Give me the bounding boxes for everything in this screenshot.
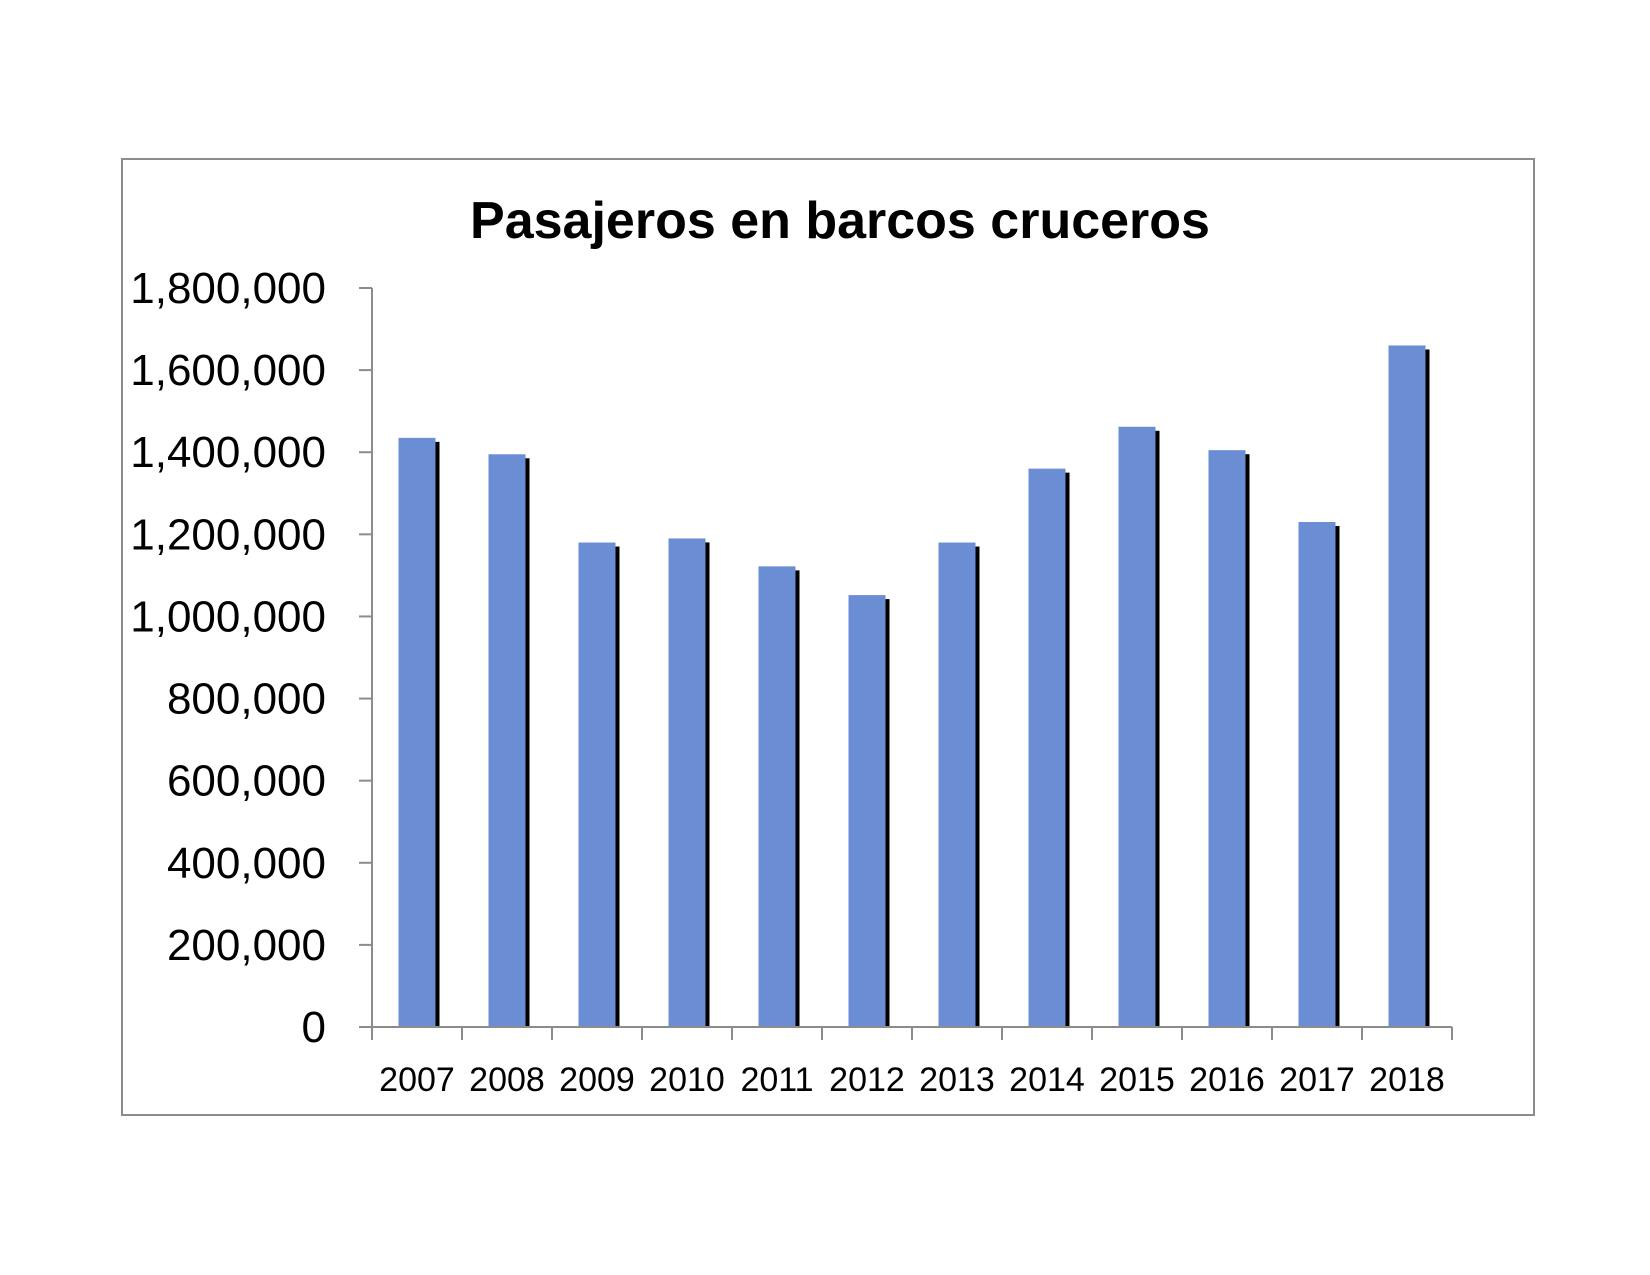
bars-layer [398, 345, 1430, 1028]
y-tick-label: 200,000 [167, 921, 326, 970]
bar-2013 [938, 542, 980, 1027]
bar-2016 [1208, 450, 1250, 1027]
bar [848, 595, 886, 1027]
bar-2014 [1028, 468, 1070, 1028]
chart-svg: Pasajeros en barcos cruceros 0 200,000 400… [130, 192, 1453, 1099]
chart-title: Pasajeros en barcos cruceros [470, 192, 1210, 250]
y-tick-label: 1,600,000 [130, 346, 326, 395]
x-tick-label: 2018 [1369, 1061, 1445, 1099]
x-tick-label: 2009 [559, 1061, 635, 1099]
x-tick-label: 2010 [649, 1061, 725, 1099]
y-tick-label: 600,000 [167, 757, 326, 806]
bar-2017 [1298, 522, 1340, 1027]
y-tick-label: 400,000 [167, 839, 326, 888]
bar [1118, 426, 1156, 1027]
x-tick-label: 2012 [829, 1061, 905, 1099]
y-tick-label: 0 [302, 1003, 326, 1052]
x-tick-label: 2013 [919, 1061, 995, 1099]
x-tick-label: 2016 [1189, 1061, 1265, 1099]
x-tick-label: 2015 [1099, 1061, 1175, 1099]
bar [758, 566, 796, 1027]
bar [488, 454, 526, 1027]
x-tick-label: 2017 [1279, 1061, 1355, 1099]
bar [938, 542, 976, 1027]
bar [398, 437, 436, 1027]
bar [1388, 345, 1426, 1027]
bar-2009 [578, 542, 620, 1027]
bar [668, 538, 706, 1027]
bar-2008 [488, 454, 530, 1027]
x-tick-label: 2008 [469, 1061, 545, 1099]
y-tick-label: 1,400,000 [130, 428, 326, 477]
y-tick-label: 800,000 [167, 675, 326, 724]
bar-2010 [668, 538, 710, 1027]
x-tick-label: 2011 [740, 1061, 813, 1099]
bar-2015 [1118, 426, 1160, 1027]
bar-2012 [848, 595, 890, 1027]
bar [1298, 522, 1336, 1027]
x-tick-label: 2014 [1009, 1061, 1085, 1099]
chart-frame: Pasajeros en barcos cruceros 0 200,000 400… [121, 158, 1535, 1116]
bar [1028, 468, 1066, 1028]
y-ticks-layer: 0 200,000 400,000 600,000 800,000 1,000,000 1,… [130, 264, 372, 1052]
bar [578, 542, 616, 1027]
bar-2007 [398, 437, 440, 1027]
bar-2018 [1388, 345, 1430, 1027]
bar-2011 [758, 566, 800, 1027]
bar [1208, 450, 1246, 1027]
y-tick-label: 1,200,000 [130, 510, 326, 559]
y-tick-label: 1,800,000 [130, 264, 326, 313]
x-ticks-layer: 2007 2008 2009 2010 2011 2012 2013 2014 2015 2016… [371, 1027, 1453, 1099]
x-tick-label: 2007 [379, 1061, 455, 1099]
y-tick-label: 1,000,000 [130, 592, 326, 641]
